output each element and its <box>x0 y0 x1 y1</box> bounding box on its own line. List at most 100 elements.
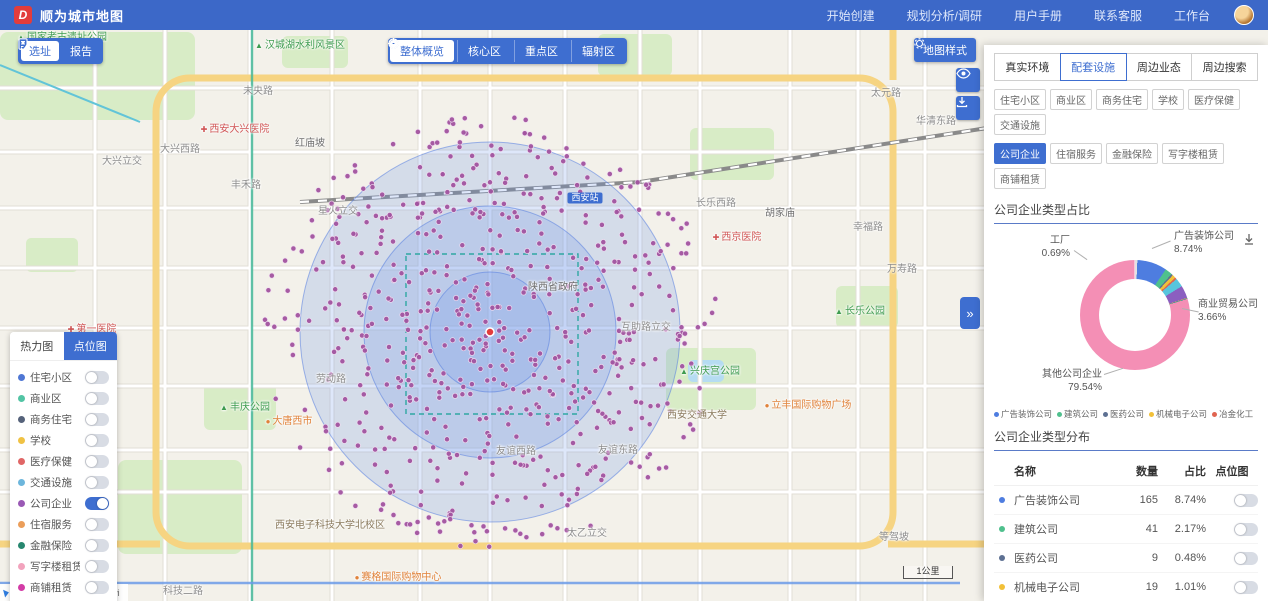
row-count: 41 <box>1145 523 1158 535</box>
layer-item: 金融保险 <box>10 535 117 556</box>
layer-panel: 热力图 点位图 住宅小区 商业区 商务住宅 学校 医疗保健 交通设施 公司企业 住宿服务 金融保险… <box>10 332 117 601</box>
visibility-button[interactable] <box>956 68 980 92</box>
category-chip[interactable]: 医疗保健 <box>1188 89 1240 110</box>
donut-callout: 工厂 0.69% <box>1008 234 1070 260</box>
row-count: 19 <box>1145 581 1158 593</box>
layer-list: 住宅小区 商业区 商务住宅 学校 医疗保健 交通设施 公司企业 住宿服务 金融保险 写字楼租赁 商铺… <box>10 361 117 601</box>
legend-label: 冶金化工 <box>1219 409 1254 419</box>
nav-item-2[interactable]: 规划分析/调研 <box>906 8 982 23</box>
layer-item-label: 公司企业 <box>30 498 72 510</box>
nav-item-3[interactable]: 用户手册 <box>1013 8 1062 23</box>
app-logo: D <box>14 6 32 24</box>
table-row: 机械电子公司 19 1.01% <box>994 573 1258 601</box>
category-dot <box>18 416 25 423</box>
view-segment-1[interactable]: 整体概览 <box>388 38 454 62</box>
row-pct: 2.17% <box>1174 523 1206 535</box>
category-chip[interactable]: 商务住宅 <box>1096 89 1148 110</box>
layer-toggle[interactable] <box>85 476 109 489</box>
legend-item[interactable]: 建筑公司 <box>1057 408 1098 420</box>
chart-download-button[interactable] <box>1242 232 1256 251</box>
panel-expand-button[interactable]: » <box>960 297 980 329</box>
layer-toggle[interactable] <box>85 434 109 447</box>
layer-toggle[interactable] <box>85 455 109 468</box>
view-segment-control: 整体概览 核心区 重点区 辐射区 <box>388 38 627 64</box>
category-chip[interactable]: 学校 <box>1152 89 1184 110</box>
row-toggle[interactable] <box>1234 580 1258 594</box>
layer-toggle[interactable] <box>85 413 109 426</box>
layer-toggle[interactable] <box>85 581 109 594</box>
view-segment-2[interactable]: 核心区 <box>388 38 511 62</box>
layer-item-label: 写字楼租赁 <box>30 561 80 573</box>
donut-callout: 商业贸易公司 3.66% <box>1198 298 1268 324</box>
segment-label: 辐射区 <box>582 46 615 58</box>
layer-item-label: 学校 <box>30 435 51 447</box>
layer-item-label: 金融保险 <box>30 540 72 552</box>
row-toggle[interactable] <box>1234 551 1258 565</box>
user-avatar[interactable] <box>1234 5 1254 25</box>
legend-item[interactable]: 冶金化工 <box>1212 408 1253 420</box>
callout-leader <box>1103 367 1124 375</box>
legend-item[interactable]: 机械电子公司 <box>1149 408 1207 420</box>
layer-toggle[interactable] <box>85 518 109 531</box>
category-chip[interactable]: 交通设施 <box>994 114 1046 135</box>
category-chips-row1: 住宅小区 商业区 商务住宅 学校 医疗保健交通设施 <box>994 89 1258 135</box>
analysis-tab-4[interactable]: 周边搜索 <box>1191 53 1258 81</box>
layer-item-label: 交通设施 <box>30 477 72 489</box>
nav-item-5[interactable]: 工作台 <box>1173 8 1210 23</box>
chevrons-right-icon: » <box>966 305 974 321</box>
layer-item: 商铺租赁 <box>10 577 117 598</box>
legend-dot <box>1057 411 1063 417</box>
layer-toggle[interactable] <box>85 392 109 405</box>
report-button[interactable]: 报告 <box>18 38 100 61</box>
category-chip[interactable]: 住宅小区 <box>994 89 1046 110</box>
analysis-tab-3[interactable]: 周边业态 <box>1125 53 1193 81</box>
row-category-dot <box>994 526 1010 532</box>
category-dot <box>18 542 25 549</box>
row-toggle[interactable] <box>1234 493 1258 507</box>
callout-pct: 79.54% <box>1068 382 1102 393</box>
layer-item-label: 住宅小区 <box>30 372 72 384</box>
report-label: 报告 <box>70 46 92 58</box>
layer-toggle[interactable] <box>85 539 109 552</box>
row-category-dot <box>994 584 1010 590</box>
download-map-button[interactable] <box>956 96 980 120</box>
row-name: 广告装饰公司 <box>1014 495 1080 507</box>
category-chip[interactable]: 金融保险 <box>1106 143 1158 164</box>
view-segment-3[interactable]: 重点区 <box>388 38 568 62</box>
analysis-tab-1[interactable]: 真实环境 <box>994 53 1061 81</box>
category-chip[interactable]: 写字楼租赁 <box>1162 143 1224 164</box>
row-pct: 8.74% <box>1174 494 1206 506</box>
analysis-tab-2[interactable]: 配套设施 <box>1059 53 1127 81</box>
category-dot <box>18 374 25 381</box>
nav-item-1[interactable]: 开始创建 <box>826 8 875 23</box>
layer-tab-heat[interactable]: 热力图 <box>10 332 64 360</box>
legend-label: 医药公司 <box>1110 409 1145 419</box>
nav-item-4[interactable]: 联系客服 <box>1093 8 1142 23</box>
download-icon <box>956 97 968 108</box>
layer-item: 医疗保健 <box>10 451 117 472</box>
table-row: 广告装饰公司 165 8.74% <box>994 486 1258 515</box>
layer-toggle[interactable] <box>85 560 109 573</box>
callout-pct: 0.69% <box>1041 248 1070 259</box>
legend-item[interactable]: 医药公司 <box>1103 408 1144 420</box>
callout-name: 商业贸易公司 <box>1198 299 1258 310</box>
analysis-panel: 真实环境 配套设施 周边业态 周边搜索 住宅小区 商业区 商务住宅 学校 医疗保健交通设施 公… <box>984 45 1268 601</box>
analysis-tabs: 真实环境 配套设施 周边业态 周边搜索 <box>994 53 1258 81</box>
layer-tab-point[interactable]: 点位图 <box>63 332 117 360</box>
row-toggle[interactable] <box>1234 522 1258 536</box>
pie-chart-block: 工厂 0.69% 广告装饰公司 8.74% 商业贸易公司 3.66% 其他公司企业 79.54… <box>994 224 1258 406</box>
category-chip[interactable]: 住宿服务 <box>1050 143 1102 164</box>
category-chip[interactable]: 商业区 <box>1050 89 1092 110</box>
layer-toggle[interactable] <box>85 371 109 384</box>
nav-menu: 开始创建 规划分析/调研 用户手册 联系客服 工作台 <box>827 7 1210 24</box>
transit-lines <box>0 30 960 601</box>
segment-label: 核心区 <box>468 46 501 58</box>
category-chip[interactable]: 商铺租赁 <box>994 168 1046 189</box>
legend-item[interactable]: 广告装饰公司 <box>994 408 1052 420</box>
category-chip[interactable]: 公司企业 <box>994 143 1046 164</box>
table-row: 医药公司 9 0.48% <box>994 544 1258 573</box>
map-style-button[interactable]: 地图样式 <box>914 38 976 62</box>
view-segment-4[interactable]: 辐射区 <box>388 38 625 62</box>
layer-toggle[interactable] <box>85 497 109 510</box>
layer-item-label: 商铺租赁 <box>30 582 72 594</box>
